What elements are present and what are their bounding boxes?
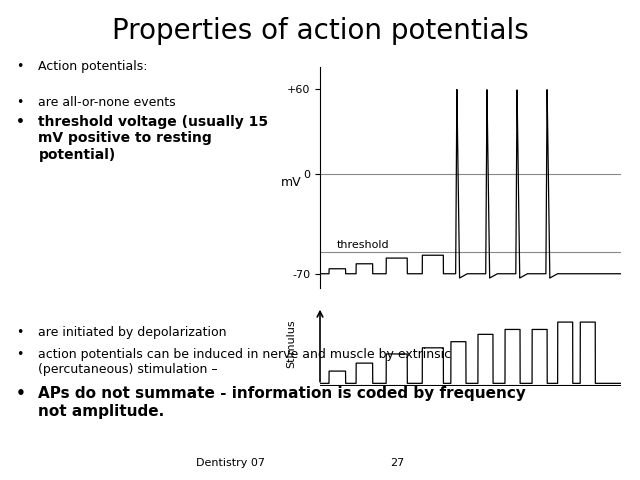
Text: APs do not summate - information is coded by frequency
not amplitude.: APs do not summate - information is code… [38, 386, 526, 419]
Text: •: • [16, 386, 26, 401]
Text: •: • [16, 96, 24, 109]
Text: •: • [16, 348, 24, 361]
Text: •: • [16, 326, 24, 339]
Text: Stimulus: Stimulus [286, 319, 296, 368]
Text: Action potentials:: Action potentials: [38, 60, 148, 73]
Text: threshold voltage (usually 15
mV positive to resting
potential): threshold voltage (usually 15 mV positiv… [38, 115, 269, 162]
Text: •: • [16, 60, 24, 73]
Text: threshold: threshold [337, 240, 389, 250]
Text: 27: 27 [390, 458, 404, 468]
Text: are initiated by depolarization: are initiated by depolarization [38, 326, 227, 339]
Text: Dentistry 07: Dentistry 07 [196, 458, 265, 468]
Text: mV: mV [281, 176, 301, 189]
Text: •: • [16, 115, 25, 129]
Text: action potentials can be induced in nerve and muscle by extrinsic
(percutaneous): action potentials can be induced in nerv… [38, 348, 452, 376]
Text: Properties of action potentials: Properties of action potentials [111, 17, 529, 45]
Text: are all-or-none events: are all-or-none events [38, 96, 176, 109]
